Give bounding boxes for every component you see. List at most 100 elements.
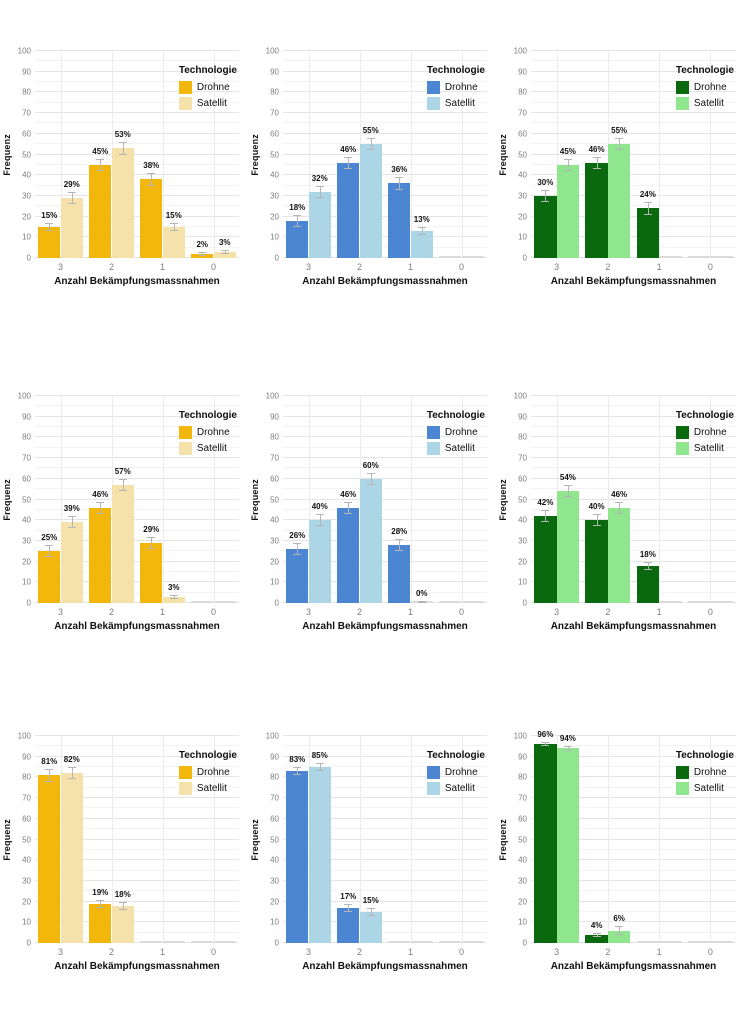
- y-axis-tick-labels: 0 10 20 30 40 50 60 70 80 90 100: [496, 392, 527, 608]
- gridline-vertical: [710, 51, 712, 258]
- bar-value-label: 46%: [588, 144, 605, 154]
- legend-item-satellit: Satellit: [178, 97, 237, 110]
- legend-label: Drohne: [196, 82, 230, 93]
- legend-item-drohne: Drohne: [178, 81, 237, 94]
- gridline-horizontal: [283, 735, 487, 736]
- gridline-horizontal: [283, 539, 487, 541]
- x-tick-label: 2: [605, 947, 611, 957]
- y-tick-label: 60: [22, 129, 31, 139]
- error-bar-line: [421, 600, 423, 603]
- error-bar-cap-top: [118, 901, 127, 903]
- error-bar: [592, 514, 601, 527]
- subplot-r1-c1: 15% 45% 38% 2% 29% 53% 15% 3% Technologie Drohne S…: [0, 0, 248, 345]
- y-tick-label: 40: [518, 170, 527, 180]
- gridline-horizontal: [283, 194, 487, 196]
- error-bar: [615, 501, 624, 514]
- bar-value-label: 96%: [537, 730, 554, 740]
- gridline-horizontal: [35, 477, 239, 479]
- gridline-horizontal: [35, 174, 239, 176]
- y-tick-label: 70: [518, 108, 527, 118]
- legend: Technologie Drohne Satellit: [178, 65, 237, 113]
- x-tick-label: 2: [108, 262, 115, 272]
- legend-item-drohne: Drohne: [178, 766, 237, 779]
- gridline-vertical: [461, 736, 463, 943]
- error-bar-cap-top: [315, 514, 324, 516]
- gridline-horizontal-minor: [35, 81, 239, 83]
- subplot-r2-c1: 25% 46% 29% 39% 57% 3% Technologie Drohne Satell…: [0, 345, 248, 690]
- legend-item-satellit: Satellit: [178, 442, 237, 455]
- error-bar-line: [151, 173, 153, 186]
- y-tick-label: 80: [270, 87, 279, 97]
- gridline-vertical: [410, 396, 412, 603]
- y-tick-label: 40: [518, 515, 527, 525]
- legend: Technologie Drohne Satellit: [426, 410, 485, 458]
- legend-label: Drohne: [693, 427, 727, 438]
- error-bar-cap-bottom: [344, 910, 353, 912]
- gridline-horizontal: [283, 838, 487, 840]
- legend-item-drohne: Drohne: [675, 81, 734, 94]
- error-bar-line: [319, 185, 321, 198]
- error-bar-cap-bottom: [315, 196, 324, 198]
- error-bar-cap-bottom: [67, 527, 76, 529]
- bar-value-label: 24%: [639, 190, 656, 200]
- error-bar: [417, 600, 426, 603]
- gridline-horizontal: [283, 776, 487, 778]
- x-tick-label: 0: [210, 262, 217, 272]
- y-tick-label: 60: [270, 814, 279, 824]
- gridline-horizontal: [35, 519, 239, 521]
- legend-label: Drohne: [693, 82, 727, 93]
- bar-drohne: [337, 162, 360, 258]
- error-bar: [67, 516, 76, 529]
- x-tick-label: 1: [159, 947, 166, 957]
- y-tick-label: 20: [22, 557, 31, 567]
- subplot-r3-c2: 83% 17% 85% 15% Technologie Drohne Satellit 0 10…: [248, 690, 496, 1024]
- bar-value-label: 15%: [41, 210, 58, 220]
- y-tick-label: 30: [518, 191, 527, 201]
- error-bar: [45, 222, 54, 232]
- error-bar-cap-bottom: [147, 548, 156, 550]
- gridline-horizontal: [531, 921, 736, 923]
- y-tick-label: 40: [22, 855, 31, 865]
- legend-item-satellit: Satellit: [675, 97, 734, 110]
- gridline-horizontal: [35, 735, 239, 736]
- error-bar-cap-top: [96, 501, 105, 503]
- x-axis-tick-labels: 3 2 1 0: [35, 607, 239, 619]
- legend-item-drohne: Drohne: [675, 766, 734, 779]
- error-bar-cap-bottom: [643, 568, 652, 570]
- bar-chart: 96% 4% 94% 6% Technologie Drohne Satellit 0 10 20…: [496, 730, 745, 988]
- bar-drohne: [89, 507, 112, 603]
- zero-value-dash: [687, 601, 711, 603]
- y-tick-label: 20: [270, 557, 279, 567]
- error-bar-cap-top: [615, 926, 624, 928]
- error-bar-cap-bottom: [643, 213, 652, 215]
- bar-value-label: 55%: [362, 125, 379, 135]
- bar-satellit: [607, 144, 631, 258]
- gridline-horizontal-minor: [531, 807, 736, 809]
- error-bar-cap-bottom: [293, 774, 302, 776]
- legend-item-drohne: Drohne: [178, 426, 237, 439]
- gridline-horizontal-minor: [35, 426, 239, 428]
- legend-swatch-drohne-icon: [675, 766, 689, 779]
- x-tick-label: 3: [305, 262, 312, 272]
- bar-satellit: [607, 930, 631, 943]
- x-axis-title: Anzahl Bekämpfungsmassnahmen: [54, 621, 220, 632]
- error-bar-cap-top: [395, 538, 404, 540]
- gridline-horizontal-minor: [35, 807, 239, 809]
- gridline-horizontal: [35, 797, 239, 799]
- legend-label: Satellit: [444, 443, 475, 454]
- gridline-horizontal-minor: [283, 550, 487, 552]
- gridline-vertical: [659, 396, 661, 603]
- gridline-horizontal-minor: [35, 488, 239, 490]
- y-tick-label: 30: [22, 191, 31, 201]
- y-tick-label: 10: [270, 917, 279, 927]
- bar-value-label: 29%: [143, 524, 160, 534]
- gridline-horizontal-minor: [283, 446, 487, 448]
- gridline-vertical: [710, 396, 712, 603]
- error-bar-line: [151, 536, 153, 550]
- error-bar-cap-top: [67, 516, 76, 518]
- gridline-horizontal: [531, 215, 736, 217]
- y-tick-label: 70: [22, 793, 31, 803]
- x-axis-title: Anzahl Bekämpfungsmassnahmen: [302, 621, 468, 632]
- x-tick-label: 1: [159, 607, 166, 617]
- error-bar-cap-top: [592, 932, 601, 934]
